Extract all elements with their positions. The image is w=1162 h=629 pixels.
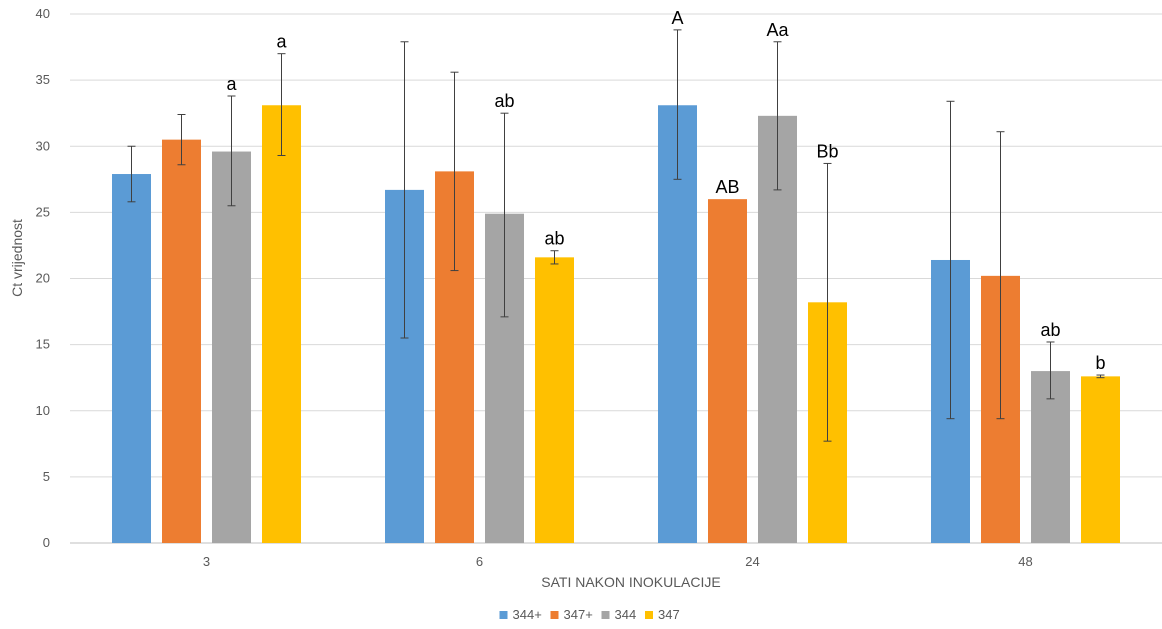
legend-item: 344	[601, 607, 637, 622]
error-bar	[227, 95, 236, 207]
significance-label: b	[1095, 353, 1105, 373]
significance-label: AB	[715, 177, 739, 197]
error-bar	[500, 112, 509, 318]
x-tick-label: 3	[203, 554, 210, 569]
legend-swatch	[645, 611, 653, 619]
error-bar	[277, 53, 286, 157]
x-tick-label: 48	[1018, 554, 1032, 569]
error-bars	[127, 29, 1105, 442]
significance-label: Bb	[816, 141, 838, 161]
significance-label: ab	[544, 229, 564, 249]
bar-344-48	[1031, 371, 1070, 543]
bar-344-3	[212, 151, 251, 544]
bar-347-6	[535, 257, 574, 543]
significance-label: ab	[1040, 320, 1060, 340]
error-bar	[400, 41, 409, 339]
gridlines	[70, 13, 1162, 544]
significance-labels: a a ab ab A AB Aa Bb ab b	[226, 8, 1105, 373]
legend-label: 347	[658, 607, 680, 622]
error-bar	[450, 71, 459, 272]
y-tick-label: 25	[36, 204, 50, 219]
y-tick-label: 15	[36, 337, 50, 352]
bar-347+-24	[708, 199, 747, 543]
significance-label: Aa	[766, 20, 789, 40]
error-bar	[550, 250, 559, 265]
y-tick-label: 30	[36, 138, 50, 153]
legend-swatch	[601, 611, 610, 619]
y-tick-label: 20	[36, 271, 50, 286]
y-tick-label: 10	[36, 403, 50, 418]
x-axis-title: SATI NAKON INOKULACIJE	[541, 574, 720, 590]
error-bar	[773, 41, 782, 191]
error-bar	[1096, 374, 1105, 379]
bar-344+-3	[112, 174, 151, 543]
y-axis-title: Ct vrijednost	[9, 219, 25, 297]
bar-347+-3	[162, 139, 201, 543]
y-axis-ticks: 0 5 10 15 20 25 30 35 40	[36, 6, 50, 550]
bars	[112, 105, 1120, 544]
y-tick-label: 40	[36, 6, 50, 21]
y-tick-label: 5	[43, 469, 50, 484]
legend-item: 344+	[499, 607, 542, 622]
error-bar	[996, 131, 1005, 420]
significance-label: ab	[494, 91, 514, 111]
legend-swatch	[499, 611, 508, 619]
x-axis-ticks: 3 6 24 48	[203, 554, 1033, 569]
legend-label: 344+	[513, 607, 542, 622]
x-tick-label: 24	[745, 554, 759, 569]
x-tick-label: 6	[476, 554, 483, 569]
error-bar	[673, 29, 682, 180]
error-bar	[823, 162, 832, 442]
significance-label: a	[226, 74, 237, 94]
error-bar	[177, 114, 186, 166]
legend-item: 347+	[550, 607, 593, 622]
error-bar	[946, 100, 955, 420]
legend-label: 347+	[564, 607, 593, 622]
legend-swatch	[550, 611, 559, 619]
y-tick-label: 35	[36, 72, 50, 87]
error-bar	[127, 145, 136, 203]
significance-label: a	[276, 32, 287, 52]
bar-347-48	[1081, 376, 1120, 543]
error-bar	[1046, 341, 1055, 400]
significance-label: A	[671, 8, 683, 28]
legend: 344+ 347+ 344 347	[499, 607, 680, 622]
y-tick-label: 0	[43, 535, 50, 550]
bar-347-3	[262, 105, 301, 543]
legend-item: 347	[645, 607, 680, 622]
legend-label: 344	[615, 607, 637, 622]
